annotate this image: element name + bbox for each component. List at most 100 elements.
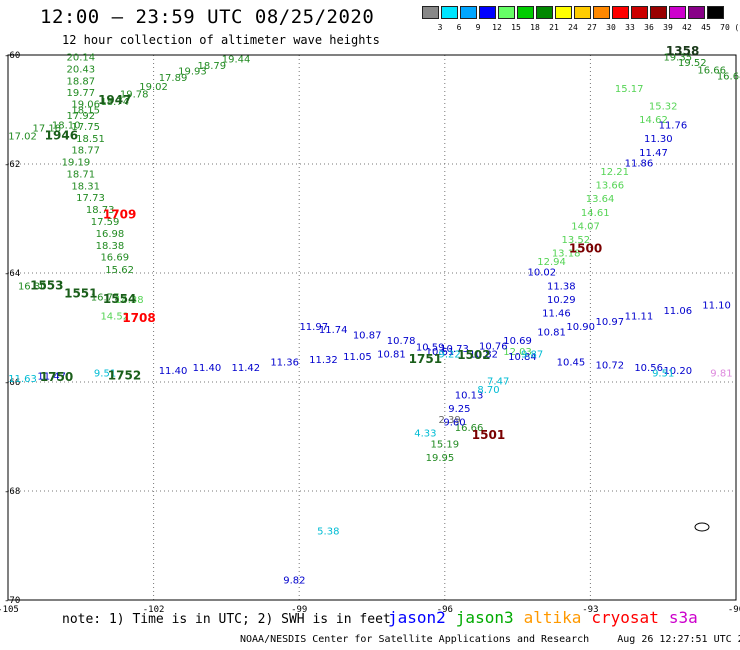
data-point-label: 10.82 — [469, 349, 498, 360]
data-point-label: 10.59 — [416, 342, 445, 353]
color-swatch — [498, 6, 515, 19]
color-scale-label: 70 — [720, 23, 730, 32]
color-swatch — [517, 6, 534, 19]
data-point-label: 10.02 — [528, 268, 557, 279]
pass-time-annotation: 1553 — [30, 278, 63, 292]
data-point-label: 10.97 — [595, 317, 624, 328]
data-point-label: 8.70 — [477, 385, 499, 396]
data-point-label: 17.75 — [71, 122, 100, 133]
data-point-label: 10.84 — [508, 352, 537, 363]
color-swatch — [650, 6, 667, 19]
credit-text: NOAA/NESDIS Center for Satellite Applica… — [240, 634, 590, 645]
color-swatch — [536, 6, 553, 19]
data-point-label: 18.31 — [71, 182, 100, 193]
footer-note: note: 1) Time is in UTC; 2) SWH is in fe… — [62, 612, 391, 627]
data-point-label: 11.05 — [343, 352, 372, 363]
data-point-label: 12.94 — [537, 257, 566, 268]
color-scale-label: 9 — [475, 23, 481, 32]
color-scale-label: 45 — [701, 23, 711, 32]
data-point-label: 10.61 — [426, 347, 455, 358]
data-point-label: 12.21 — [600, 167, 629, 178]
data-point-label: 19.78 — [120, 90, 149, 101]
data-point-label: 18.73 — [86, 205, 115, 216]
data-point-label: 11.47 — [639, 148, 668, 159]
data-point-label: 16.69 — [100, 252, 129, 263]
satellite-legend-altika: altika — [523, 608, 582, 627]
pass-time-annotation: 1500 — [569, 241, 602, 255]
data-point-label: 11.32 — [309, 355, 338, 366]
color-scale-label: 33 — [625, 23, 635, 32]
color-scale-label: 6 — [456, 23, 462, 32]
data-point-label: 20.43 — [66, 64, 95, 75]
data-point-label: 10.81 — [537, 328, 566, 339]
data-point-label: 17.02 — [8, 131, 37, 142]
color-swatch — [422, 6, 439, 19]
data-point-label: 11.38 — [547, 281, 576, 292]
data-point-label: 11.86 — [625, 159, 654, 170]
data-point-label: 9.87 — [521, 349, 543, 360]
data-point-label: 10.29 — [547, 295, 576, 306]
data-point-label: 19.02 — [139, 82, 168, 93]
data-point-label: 13.18 — [552, 249, 581, 260]
data-point-label: 5.38 — [317, 527, 339, 538]
data-point-label: 16.30 — [18, 281, 47, 292]
data-point-label: 9.22 — [439, 349, 461, 360]
data-point-label: 20.14 — [66, 52, 95, 63]
data-point-label: 19.44 — [222, 55, 251, 66]
data-point-label: 15.62 — [105, 265, 134, 276]
data-point-label: 19.19 — [62, 158, 91, 169]
satellite-legend-s3a: s3a — [668, 608, 698, 627]
data-point-label: 11.40 — [193, 363, 222, 374]
data-point-label: 19.77 — [66, 88, 95, 99]
data-point-label: 16.64 — [717, 72, 740, 83]
data-point-label: 11.06 — [663, 306, 692, 317]
data-point-label: 16.66 — [697, 66, 726, 77]
data-point-label: 19.06 — [71, 99, 100, 110]
data-point-label: 11.42 — [231, 363, 260, 374]
data-point-label: 11.63 — [8, 374, 37, 385]
x-tick-label: -93 — [582, 605, 598, 615]
x-tick-label: -90 — [728, 605, 740, 615]
color-swatch — [688, 6, 705, 19]
data-point-label: 10.90 — [566, 322, 595, 333]
x-tick-label: -105 — [0, 605, 19, 615]
data-point-label: 10.78 — [387, 336, 416, 347]
data-point-label: 16.77 — [91, 292, 120, 303]
data-point-label: 18.71 — [66, 170, 95, 181]
data-point-label: 9.60 — [443, 418, 465, 429]
data-point-label: 10.69 — [503, 336, 532, 347]
pass-time-annotation: 1947 — [98, 93, 131, 107]
pass-time-annotation: 1751 — [409, 352, 442, 366]
pass-time-annotation: 1551 — [64, 287, 97, 301]
data-point-label: 16.98 — [96, 229, 125, 240]
data-point-label: 9.81 — [710, 369, 732, 380]
pass-time-annotation: 1946 — [45, 128, 78, 142]
color-swatch — [707, 6, 724, 19]
data-point-label: 17.92 — [66, 111, 95, 122]
data-point-label: 19.93 — [178, 67, 207, 78]
color-scale-label: (ft) — [734, 23, 740, 32]
pass-time-annotation: 1358 — [666, 44, 699, 58]
data-point-label: 10.56 — [634, 363, 663, 374]
data-point-label: 11.36 — [270, 358, 299, 369]
color-swatch — [441, 6, 458, 19]
data-point-label: 11.11 — [625, 311, 654, 322]
satellite-legend-jason2: jason2 — [388, 608, 446, 627]
data-point-label: 9.51 — [94, 369, 116, 380]
color-swatch — [669, 6, 686, 19]
x-tick-label: -96 — [437, 605, 453, 615]
data-point-label: 19.52 — [678, 58, 707, 69]
color-swatch — [574, 6, 591, 19]
data-point-label: 9.82 — [283, 576, 305, 587]
pass-time-annotation: 1502 — [457, 348, 490, 362]
color-scale-label: 24 — [568, 23, 578, 32]
color-swatch — [593, 6, 610, 19]
data-point-label: 11.76 — [659, 121, 688, 132]
data-point-label: 17.73 — [76, 193, 105, 204]
y-tick-label: -70 — [4, 596, 20, 606]
data-point-label: 18.51 — [76, 134, 105, 145]
data-point-label: 19.35 — [663, 52, 692, 63]
pass-time-annotation: 1752 — [108, 368, 141, 382]
